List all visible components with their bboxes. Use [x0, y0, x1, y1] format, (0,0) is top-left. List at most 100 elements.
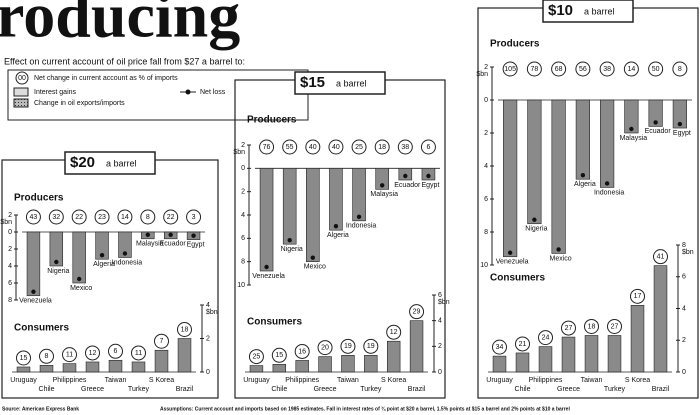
y-tick-label: 4 [8, 263, 12, 270]
pct-circle [538, 330, 553, 346]
bar [575, 99, 590, 180]
category-label: Malaysia [620, 135, 648, 142]
price-box [64, 151, 156, 175]
pct-label: 6 [114, 348, 118, 355]
pct-circle [108, 343, 123, 359]
pct-circle [186, 209, 202, 225]
legend-label: Net change in current account as % of im… [34, 75, 178, 82]
y-tick-label: 8 [8, 297, 12, 304]
y-tick-label: 4 [206, 302, 210, 309]
bar [39, 364, 54, 373]
y-tick-label: 4 [484, 163, 488, 170]
pct-circle [71, 209, 87, 225]
net-loss-dot [191, 233, 196, 238]
pct-circle [575, 61, 591, 77]
pct-label: 34 [496, 344, 504, 351]
pct-circle [259, 139, 275, 155]
legend-box [7, 69, 309, 121]
price: $15 [300, 74, 325, 91]
net-loss-dot [403, 173, 408, 179]
y-tick-label: 10 [237, 282, 245, 289]
y-axis-label: $bn [476, 71, 488, 78]
y-tick-label: 0 [438, 369, 442, 376]
pct-label: 21 [519, 341, 527, 348]
category-label: Nigeria [281, 246, 303, 253]
y-tick-label: 2 [484, 64, 488, 71]
category-label: Nigeria [47, 268, 69, 275]
y-tick-label: 8 [682, 242, 686, 249]
price: $10 [548, 2, 573, 19]
category-label: Algeria [327, 232, 349, 239]
net-loss-dot [264, 264, 269, 270]
y-tick-label: 6 [484, 196, 488, 203]
bar [131, 361, 146, 373]
category-label: Egypt [673, 130, 691, 137]
y-tick-label: 0 [241, 165, 245, 172]
pct-circle [374, 139, 390, 155]
pct-label: 12 [89, 350, 97, 357]
pct-label: 27 [611, 323, 619, 330]
net-loss-dot [333, 223, 339, 229]
headline: roducing [0, 0, 240, 51]
y-tick-label: 2 [484, 130, 488, 137]
y-tick-label: 8 [484, 229, 488, 236]
pct-label: 17 [634, 293, 642, 300]
y-tick-label: 2 [206, 335, 210, 342]
net-loss-dot [99, 253, 105, 258]
pct-circle [131, 345, 146, 361]
net-loss-dot [168, 232, 173, 237]
bar [72, 231, 86, 284]
pct-label: 16 [298, 348, 306, 355]
chart-title: Consumers [490, 273, 545, 284]
category-label: Greece [557, 386, 580, 393]
pct-label: 3 [192, 214, 196, 221]
y-tick-label: 2 [438, 343, 442, 350]
category-label: Mexico [304, 264, 326, 271]
legend-label: Interest gains [34, 89, 77, 96]
pct-circle [502, 61, 518, 77]
pct-label: 76 [263, 144, 271, 151]
net-loss-dot [76, 276, 82, 282]
pct-label: 40 [332, 144, 340, 151]
bar [318, 356, 332, 373]
pct-label: 25 [253, 353, 261, 360]
y-tick-label: 0 [682, 369, 686, 376]
chart-title: Producers [247, 115, 297, 126]
pct-circle [420, 139, 436, 155]
pct-label: 20 [321, 344, 329, 351]
y-tick-label: 4 [241, 212, 245, 219]
pct-circle [561, 320, 576, 336]
category-label: Philippines [53, 377, 87, 384]
y-axis-label: $bn [438, 299, 450, 306]
price: $20 [70, 154, 95, 171]
pct-label: 11 [66, 351, 73, 358]
bar [62, 363, 77, 373]
pct-circle [397, 139, 413, 155]
pct-circle [16, 350, 31, 366]
pct-circle [282, 139, 298, 155]
pct-label: 29 [413, 309, 421, 316]
pct-label: 22 [75, 214, 83, 221]
bar [259, 168, 274, 272]
bar [551, 99, 566, 254]
pct-circle [140, 209, 156, 225]
net-loss-dot [629, 126, 634, 132]
bar [492, 355, 507, 373]
pct-circle [94, 209, 110, 225]
category-label: Uruguay [10, 377, 37, 384]
net-loss-dot [31, 289, 36, 294]
bar [624, 99, 639, 134]
pct-label: 8 [45, 353, 49, 360]
y-axis-label: $bn [206, 309, 218, 316]
net-loss-dot [677, 121, 683, 127]
y-tick-label: 4 [682, 305, 686, 312]
bar [527, 99, 542, 225]
bar [503, 99, 518, 258]
bar [561, 336, 576, 373]
pct-label: 6 [426, 144, 430, 151]
pct-label: 8 [146, 214, 150, 221]
y-axis-label: $bn [233, 149, 245, 156]
category-label: Egypt [187, 241, 205, 248]
net-loss-dot [122, 251, 128, 256]
pct-circle [351, 139, 367, 155]
